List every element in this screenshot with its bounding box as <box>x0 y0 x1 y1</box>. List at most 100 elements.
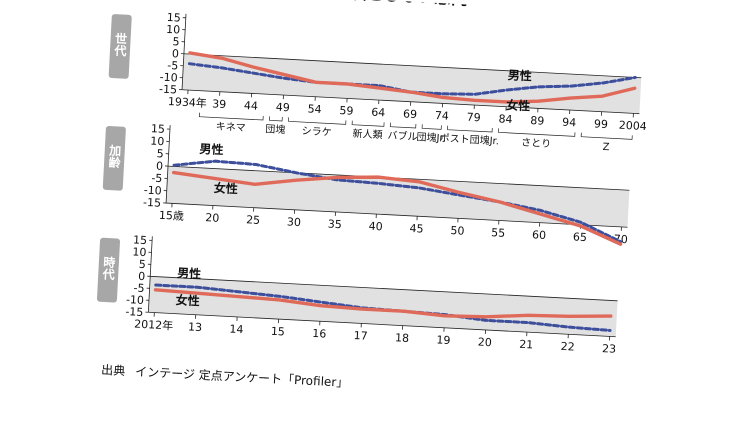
panel-tab <box>108 14 132 79</box>
x-tick-label: 13 <box>188 320 203 334</box>
y-tick-label: 15 <box>151 122 166 136</box>
x-tick-label: 84 <box>498 112 513 126</box>
x-tick-label: 74 <box>435 109 450 123</box>
female-series-line <box>188 51 637 104</box>
x-tick-label: 15歳 <box>159 209 185 223</box>
negative-band <box>182 53 642 114</box>
x-tick-label: 69 <box>403 107 418 121</box>
y-tick-label: -5 <box>167 59 179 73</box>
y-tick-label: 0 <box>172 47 180 60</box>
x-tick-label: 49 <box>275 101 290 115</box>
panel-label: 時代 <box>101 254 116 281</box>
group-bracket <box>447 125 493 133</box>
female-series-line <box>171 170 623 246</box>
y-tick-label: 10 <box>150 134 165 148</box>
x-tick-label: 20 <box>478 336 493 350</box>
group-bracket <box>351 120 385 127</box>
x-tick-label: 2012年 <box>134 317 174 333</box>
x-tick-label: 16 <box>312 327 327 341</box>
y-tick-label: -5 <box>151 172 163 186</box>
x-tick-label: 54 <box>307 102 322 116</box>
panel-tab <box>102 125 126 191</box>
x-tick-label: 23 <box>602 342 617 356</box>
group-label: Z <box>602 142 610 153</box>
x-tick-label: 2004 <box>618 119 647 133</box>
x-tick-label: 89 <box>530 114 545 128</box>
x-tick-label: 18 <box>395 331 410 345</box>
y-axis <box>147 236 153 313</box>
x-tick-label: 35 <box>327 218 342 232</box>
x-tick-label: 50 <box>450 224 465 238</box>
x-tick-label: 45 <box>409 222 424 236</box>
y-tick-label: -10 <box>159 71 178 85</box>
group-label: 新人類 <box>352 127 383 142</box>
x-tick-label: 79 <box>466 111 481 125</box>
y-tick-label: 10 <box>132 245 147 259</box>
y-axis <box>181 13 187 90</box>
x-tick-label: 22 <box>560 340 575 354</box>
male-series-line <box>172 159 623 244</box>
x-axis <box>166 202 628 228</box>
x-tick-label: 19 <box>436 333 451 347</box>
y-tick-label: -15 <box>125 305 144 319</box>
x-tick-label: 59 <box>339 104 354 118</box>
y-tick-label: -15 <box>159 83 178 97</box>
x-tick-label: 14 <box>229 323 244 337</box>
zero-line <box>150 275 618 302</box>
x-axis <box>148 311 616 338</box>
x-tick-label: 20 <box>205 211 220 225</box>
group-bracket <box>498 128 576 137</box>
source-text: インテージ 定点アンケート「Profiler」 <box>135 364 349 390</box>
group-label: さとり <box>521 137 552 151</box>
y-tick-label: -10 <box>126 293 145 307</box>
x-tick-label: 39 <box>212 97 227 111</box>
x-tick-label: 17 <box>353 329 368 343</box>
source-label: 出典 <box>101 363 126 378</box>
x-tick-label: 40 <box>368 220 383 234</box>
x-tick-label: 44 <box>244 99 259 113</box>
y-tick-label: 15 <box>133 233 148 247</box>
x-tick-label: 21 <box>519 338 534 352</box>
negative-band <box>148 276 618 337</box>
group-label: ポスト団塊Jr. <box>439 131 499 147</box>
panel-tab <box>96 237 120 303</box>
group-bracket <box>389 122 417 129</box>
y-tick-label: 0 <box>156 159 164 172</box>
negative-band <box>166 166 630 228</box>
group-label: バブル <box>387 129 418 144</box>
group-label: キネマ <box>215 121 246 135</box>
group-label: 団塊 <box>265 122 286 136</box>
y-axis <box>165 125 171 204</box>
panel-label: 世代 <box>113 31 128 58</box>
group-label: 団塊Jr. <box>416 130 446 145</box>
male-series-label: 男性 <box>199 141 224 157</box>
group-bracket <box>199 112 264 121</box>
y-tick-label: 10 <box>166 23 181 37</box>
x-tick-label: 15 <box>271 325 286 339</box>
group-bracket <box>269 116 283 122</box>
male-series-label: 男性 <box>507 67 532 83</box>
y-tick-label: 5 <box>138 258 146 271</box>
y-tick-label: -5 <box>133 281 145 295</box>
chart-title: 結婚観：結婚を必須としない意向 <box>213 0 469 10</box>
male-series-label: 男性 <box>177 265 202 281</box>
y-tick-label: 5 <box>156 147 164 160</box>
x-tick-label: 99 <box>594 117 609 131</box>
y-tick-label: 5 <box>172 35 180 48</box>
group-bracket <box>580 132 633 140</box>
x-tick-label: 30 <box>287 215 302 229</box>
y-tick-label: -10 <box>143 184 162 198</box>
panel-label: 加齢 <box>107 143 122 170</box>
x-tick-label: 55 <box>491 226 506 240</box>
group-label: シラケ <box>301 125 332 139</box>
y-tick-label: -15 <box>143 196 162 210</box>
x-tick-label: 94 <box>562 116 577 130</box>
zero-line <box>183 53 642 79</box>
